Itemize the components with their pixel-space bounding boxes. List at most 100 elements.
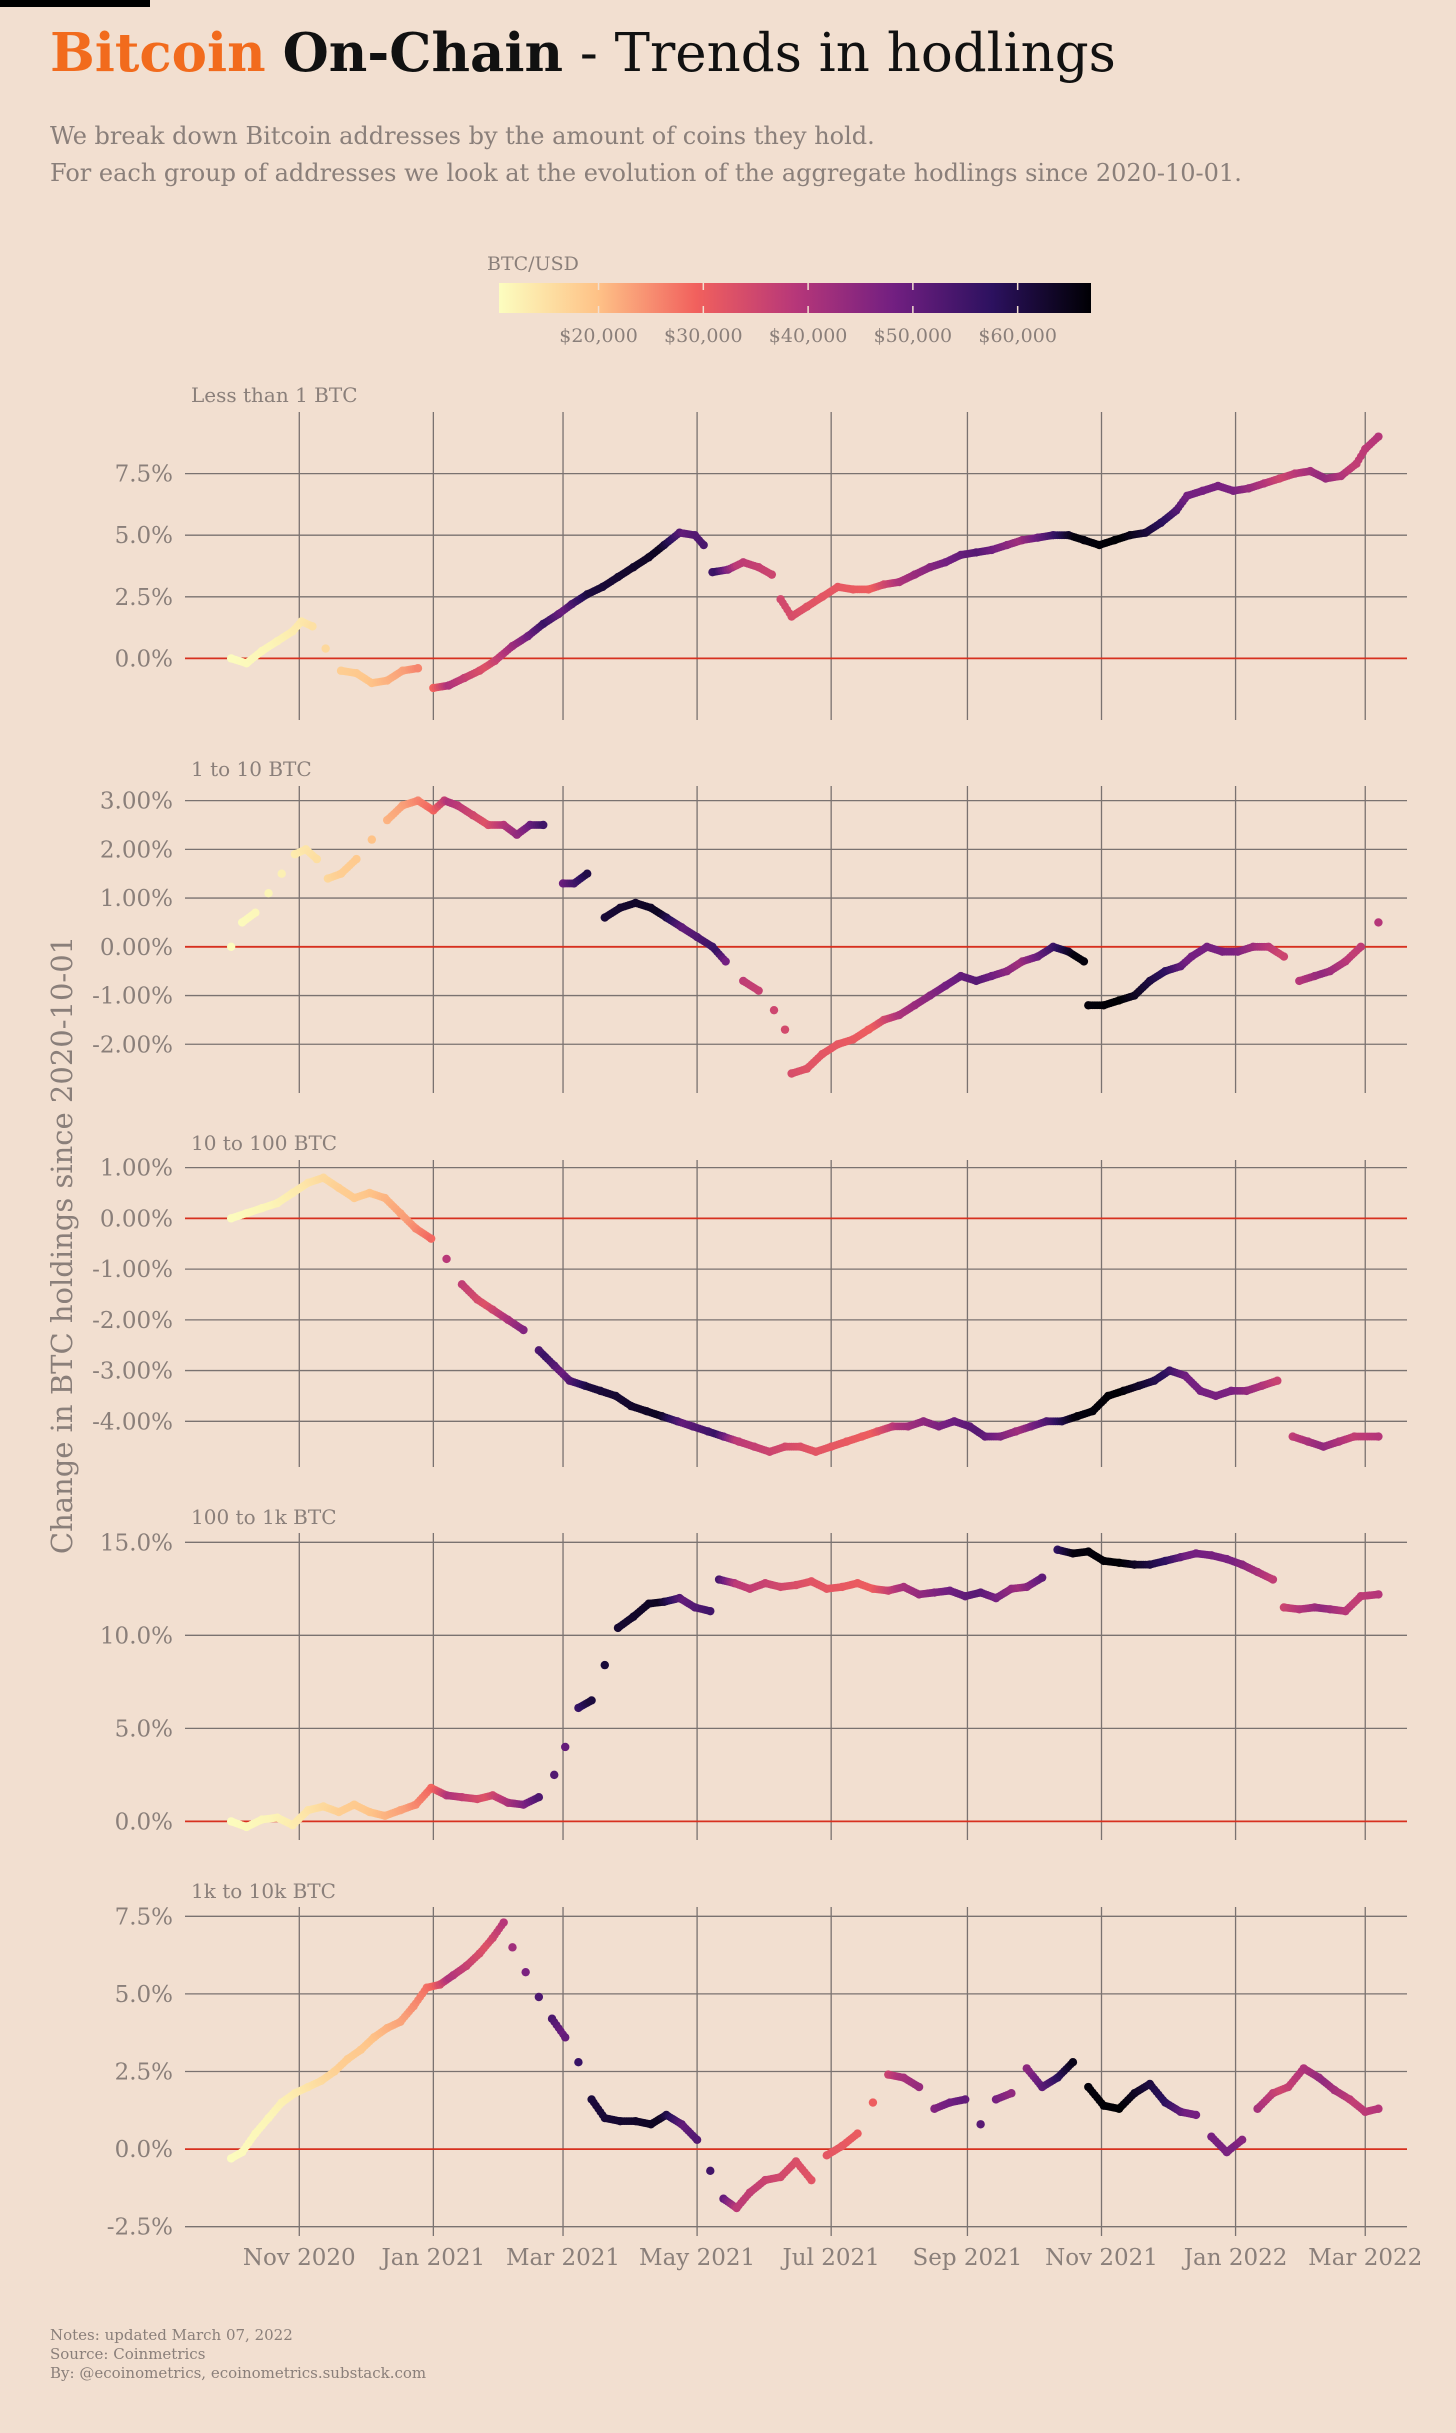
legend-tick-label: $50,000	[874, 325, 953, 347]
y-tick-label: 2.5%	[115, 585, 173, 611]
data-point	[321, 644, 330, 653]
data-point	[807, 2175, 816, 2185]
y-tick-label: 15.0%	[100, 1530, 173, 1556]
data-point	[1374, 1590, 1383, 1599]
data-point	[853, 2129, 862, 2138]
price-colorbar-legend: BTC/USD $20,000 $30,000 $40,000 $50,000 $60,…	[487, 253, 1091, 347]
data-point	[780, 1025, 790, 1034]
data-point	[442, 1254, 451, 1264]
data-point	[1374, 918, 1383, 927]
footer-source: Source: Coinmetrics	[50, 2345, 206, 2363]
y-tick-label: 0.00%	[100, 935, 173, 961]
legend-tick-label: $20,000	[559, 325, 638, 347]
top-accent-bar	[0, 0, 150, 7]
y-axis-label: Change in BTC holdings since 2020-10-01	[45, 936, 79, 1554]
data-point	[767, 570, 777, 579]
data-point	[914, 2082, 924, 2092]
data-point	[519, 1325, 528, 1335]
x-tick-label: Nov 2021	[1045, 2245, 1158, 2271]
y-tick-label: 10.0%	[100, 1623, 173, 1649]
data-point	[264, 889, 273, 898]
panel-title: 100 to 1k BTC	[191, 1505, 337, 1529]
panel-points	[226, 1545, 1383, 1832]
y-tick-label: 5.0%	[115, 1982, 173, 2008]
data-point	[699, 540, 708, 550]
data-point	[352, 854, 361, 864]
x-tick-label: Jan 2021	[380, 2245, 486, 2271]
data-point	[1068, 2057, 1078, 2067]
x-tick-label: Nov 2020	[243, 2245, 356, 2271]
data-point	[1279, 952, 1289, 961]
data-point	[1007, 2089, 1016, 2098]
legend-colorbar	[499, 283, 1091, 313]
data-point	[534, 1793, 544, 1802]
data-point	[754, 986, 763, 995]
y-tick-label: 2.00%	[100, 837, 173, 863]
y-tick-label: 5.0%	[115, 1716, 173, 1742]
panel-title: 1 to 10 BTC	[191, 757, 312, 781]
data-point	[769, 1005, 779, 1015]
data-point	[521, 1967, 530, 1977]
y-tick-label: 7.5%	[115, 462, 173, 488]
x-tick-label: Jul 2021	[781, 2245, 880, 2271]
data-point	[1356, 942, 1366, 952]
data-point	[587, 1696, 596, 1705]
data-point	[1037, 1573, 1047, 1582]
x-tick-label: Mar 2021	[506, 2245, 620, 2271]
data-point	[1273, 1376, 1282, 1385]
data-point	[550, 1770, 559, 1780]
title-on-chain: On-Chain	[282, 22, 563, 84]
y-tick-label: -2.5%	[107, 2215, 173, 2241]
panel-points	[226, 432, 1383, 693]
y-tick-label: 0.0%	[115, 1809, 173, 1835]
panel-title: 1k to 10k BTC	[191, 1879, 336, 1903]
data-point	[312, 854, 322, 864]
data-point	[413, 664, 423, 673]
data-point	[226, 942, 236, 952]
data-point	[1191, 2110, 1201, 2120]
y-tick-label: 7.5%	[115, 1904, 173, 1930]
y-tick-label: 0.0%	[115, 646, 173, 672]
y-tick-label: -1.00%	[92, 984, 173, 1010]
subtitle-line-1: We break down Bitcoin addresses by the a…	[50, 122, 875, 150]
legend-tick-label: $40,000	[769, 325, 848, 347]
y-tick-label: 0.0%	[115, 2137, 173, 2163]
data-point	[534, 1992, 544, 2002]
panel-title: 10 to 100 BTC	[191, 1131, 337, 1155]
data-point	[561, 1742, 570, 1752]
x-tick-label: May 2021	[639, 2245, 755, 2271]
data-point	[1374, 1432, 1383, 1441]
y-tick-label: -2.00%	[92, 1308, 173, 1334]
data-point	[508, 1943, 517, 1952]
panel-3: 10 to 100 BTC -4.00% -3.00% -2.00% -1.00% 0.0…	[92, 1131, 1407, 1467]
y-tick-label: 1.00%	[100, 1156, 173, 1182]
panel-2: 1 to 10 BTC -2.00% -1.00% 0.00% 1.00% 2.00% 3.…	[92, 757, 1407, 1093]
x-tick-label: Mar 2022	[1308, 2245, 1422, 2271]
subtitle-line-2: For each group of addresses we look at t…	[50, 159, 1242, 187]
legend-tick-label: $30,000	[664, 325, 743, 347]
data-point	[426, 1234, 436, 1243]
panel-4: 100 to 1k BTC 0.0% 5.0% 10.0% 15.0%	[100, 1505, 1407, 1840]
x-axis: Nov 2020 Jan 2021 Mar 2021 May 2021 Jul 2021…	[243, 2245, 1422, 2271]
data-point	[961, 2095, 970, 2104]
panel-points	[226, 796, 1383, 1078]
data-point	[1268, 1575, 1278, 1584]
data-point	[706, 1606, 715, 1616]
data-point	[251, 908, 260, 917]
y-tick-label: -3.00%	[92, 1359, 173, 1385]
panel-points	[226, 1918, 1383, 2213]
y-tick-label: 3.00%	[100, 789, 173, 815]
data-point	[561, 2033, 570, 2042]
data-point	[706, 2166, 715, 2176]
data-point	[574, 2057, 583, 2067]
data-point	[583, 869, 592, 878]
data-point	[1374, 432, 1383, 441]
title-rest: - Trends in hodlings	[563, 23, 1116, 84]
data-point	[600, 1660, 609, 1670]
x-tick-label: Jan 2022	[1182, 2245, 1288, 2271]
legend-title: BTC/USD	[487, 253, 579, 275]
y-tick-label: -2.00%	[92, 1032, 173, 1058]
data-point	[367, 835, 377, 844]
footer-notes: Notes: updated March 07, 2022	[50, 2326, 293, 2344]
